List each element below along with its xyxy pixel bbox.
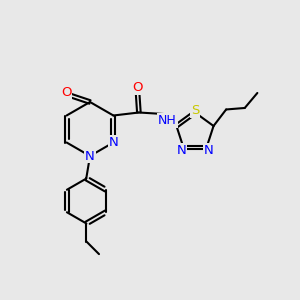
Text: S: S	[191, 103, 199, 117]
Text: N: N	[85, 149, 95, 163]
Text: O: O	[61, 86, 71, 100]
Text: N: N	[204, 144, 214, 157]
Text: NH: NH	[158, 114, 177, 127]
Text: N: N	[109, 136, 118, 149]
Text: N: N	[176, 144, 186, 157]
Text: O: O	[132, 81, 142, 94]
